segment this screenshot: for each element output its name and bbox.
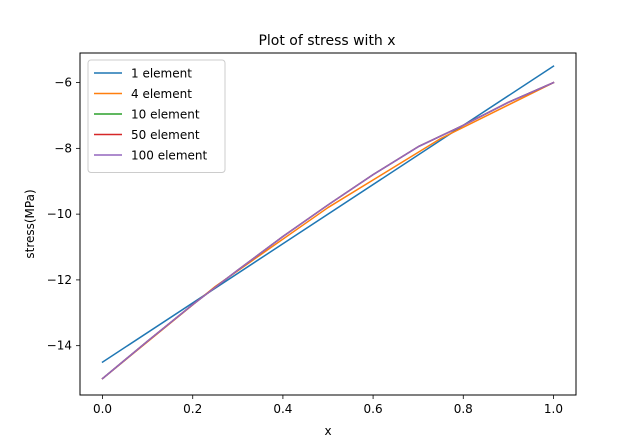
chart-title: Plot of stress with x — [258, 33, 395, 49]
series-line-5 — [101, 81, 555, 380]
legend: 1 element 4 element 10 element 50 element 10… — [87, 59, 226, 173]
legend-label-5: 100 element — [131, 149, 207, 163]
y-axis-label: stress(MPa) — [23, 189, 37, 258]
plot-lines — [101, 65, 555, 380]
x-axis: 0.0 0.2 0.4 0.6 0.8 1.0 — [93, 395, 563, 416]
x-tick-label: 0.4 — [273, 402, 292, 416]
x-tick-label: 1.0 — [544, 402, 563, 416]
x-tick-label: 0.6 — [364, 402, 383, 416]
y-tick-label: −14 — [47, 339, 72, 353]
y-tick-label: −6 — [54, 76, 72, 90]
series-line-1 — [101, 65, 555, 364]
plot-area-frame — [79, 52, 577, 396]
legend-label-4: 50 element — [131, 128, 200, 142]
legend-label-2: 4 element — [131, 87, 192, 101]
x-axis-label: x — [324, 424, 331, 438]
legend-label-1: 1 element — [131, 67, 192, 81]
x-tick-label: 0.2 — [183, 402, 202, 416]
x-tick-label: 0.8 — [454, 402, 473, 416]
y-tick-label: −12 — [47, 273, 72, 287]
legend-box — [87, 59, 226, 173]
y-tick-label: −10 — [47, 207, 72, 221]
y-axis: −14 −12 −10 −8 −6 — [47, 76, 80, 353]
y-tick-label: −8 — [54, 141, 72, 155]
x-tick-label: 0.0 — [93, 402, 112, 416]
legend-label-3: 10 element — [131, 108, 200, 122]
